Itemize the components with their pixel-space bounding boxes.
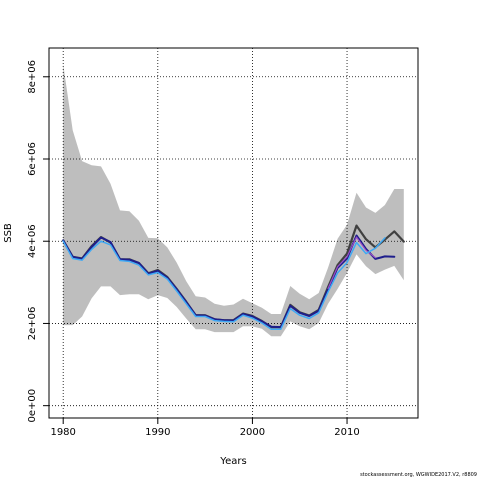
y-tick-label: 4e+06 [27, 224, 38, 258]
y-tick-label: 2e+06 [27, 307, 38, 341]
plot-frame [48, 47, 419, 419]
x-axis-title: Years [219, 456, 246, 467]
y-tick-label: 8e+06 [27, 60, 38, 94]
y-axis-title: SSB [3, 223, 14, 243]
series-line [327, 236, 376, 290]
series-line [62, 237, 386, 330]
x-tick-label: 2000 [240, 427, 265, 438]
series-layer [62, 224, 405, 330]
y-tick-label: 0e+00 [27, 389, 38, 423]
x-tick-label: 1980 [50, 427, 75, 438]
confidence-band-layer [63, 64, 404, 337]
y-tick-label: 6e+06 [27, 142, 38, 176]
confidence-band [63, 64, 404, 337]
axes: 1980 1990 2000 2010 0e+00 2e+06 4e+06 6e+06 8e+0… [27, 60, 360, 438]
x-tick-label: 1990 [145, 427, 170, 438]
x-tick-label: 2010 [334, 427, 359, 438]
footer-credit: stockassessment.org, WGWIDE2017.V2, r880… [360, 472, 477, 478]
series-line [62, 234, 396, 329]
